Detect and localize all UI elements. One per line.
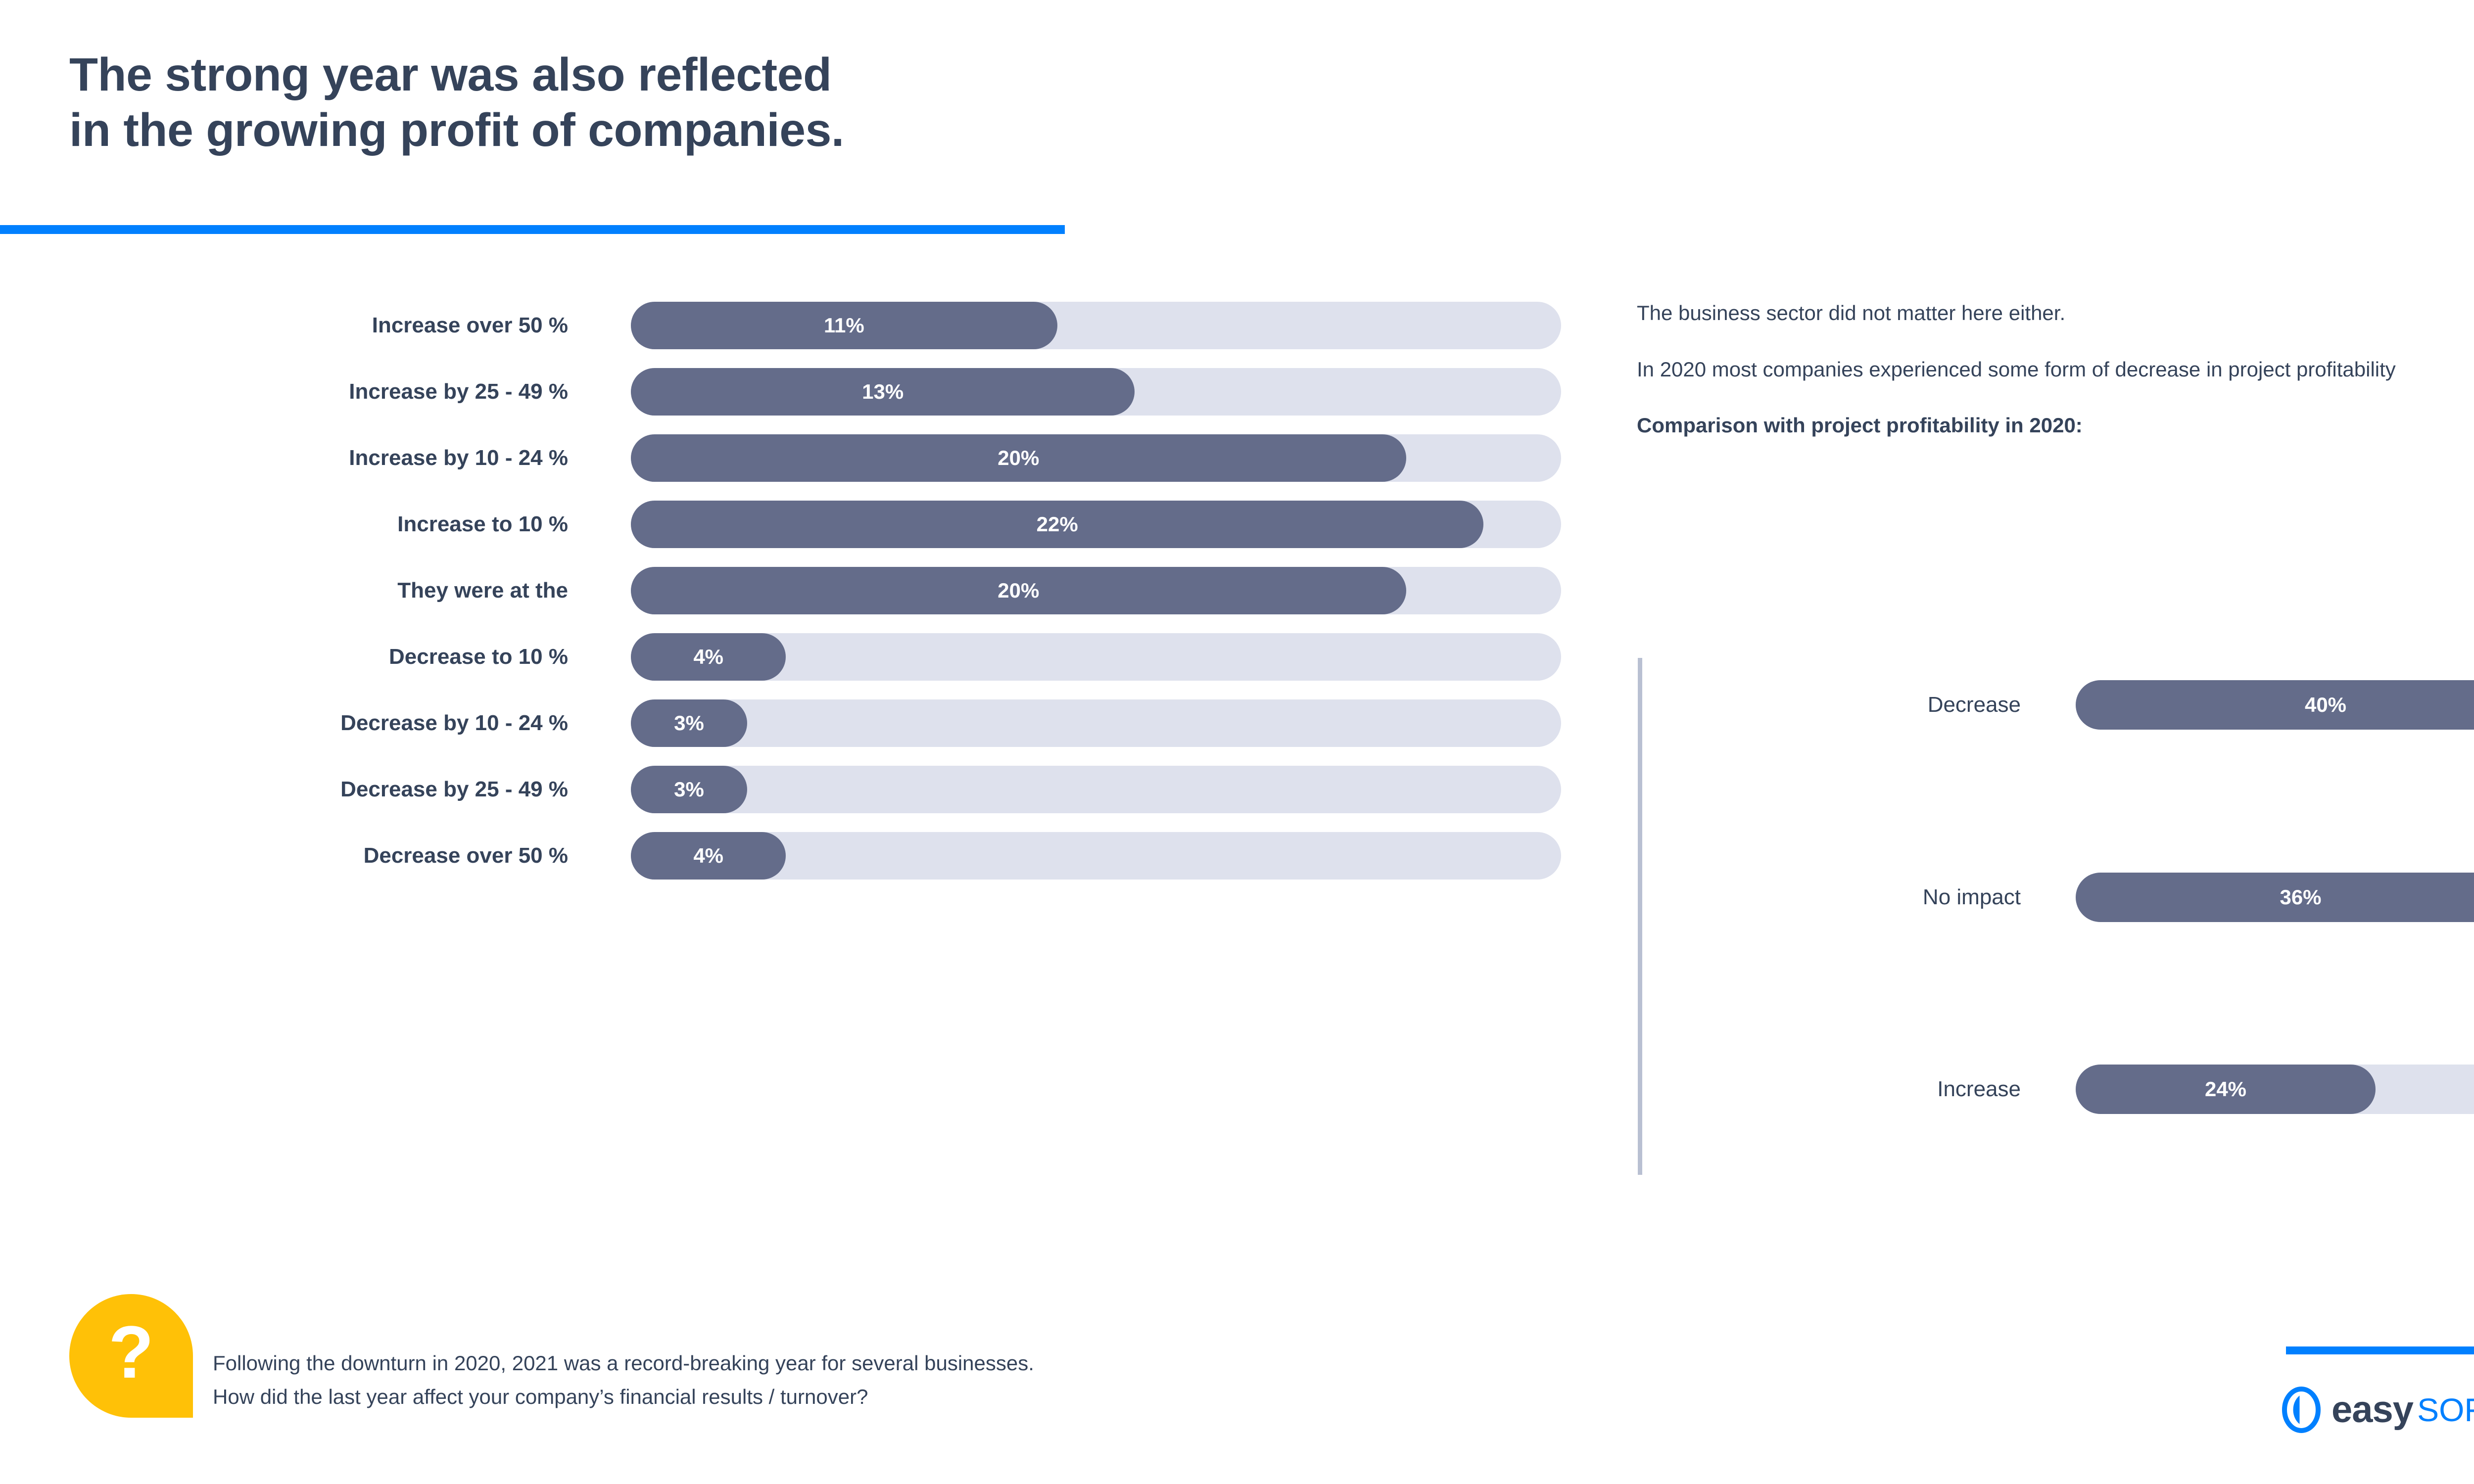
bar-value-label: 20% <box>998 446 1040 469</box>
bar-track: 13% <box>631 368 1561 416</box>
page-title-line-1: The strong year was also reflected <box>69 48 832 101</box>
question-mark-bubble-icon: ? <box>69 1294 193 1418</box>
chart-bar-row: Increase 24% <box>1633 1065 2474 1114</box>
bar-category-label: Decrease over 50 % <box>363 843 568 868</box>
logo-word-software: SOFTWARE <box>2417 1391 2474 1428</box>
chart-bar-row: Decrease to 10 % 4% <box>0 633 1583 681</box>
bar-track: 20% <box>631 434 1561 482</box>
bar-fill: 13% <box>631 368 1135 416</box>
bar-value-label: 3% <box>674 778 704 801</box>
chart-project-profitability-2020: Decrease 40% No impact 36% Increase 24% <box>1633 658 2474 1177</box>
footer-line-2: How did the last year affect your compan… <box>213 1385 868 1409</box>
bar-track: 40% <box>2076 680 2474 730</box>
bar-track: 4% <box>631 832 1561 880</box>
bar-track: 20% <box>631 567 1561 614</box>
bar-value-label: 4% <box>693 645 724 668</box>
bar-fill: 22% <box>631 501 1484 548</box>
bar-category-label: Decrease by 25 - 49 % <box>340 777 568 801</box>
chart-bar-row: Increase to 10 % 22% <box>0 501 1583 548</box>
bar-fill: 3% <box>631 766 747 813</box>
page-title-line-2: in the growing profit of companies. <box>69 104 844 157</box>
bar-category-label: Increase over 50 % <box>372 313 568 337</box>
footer-line-1: Following the downturn in 2020, 2021 was… <box>213 1351 1034 1375</box>
bar-fill: 20% <box>631 434 1406 482</box>
bar-fill: 24% <box>2076 1065 2376 1114</box>
footer-question-text: Following the downturn in 2020, 2021 was… <box>213 1346 1499 1414</box>
bar-fill: 20% <box>631 567 1406 614</box>
chart-bar-row: Increase by 10 - 24 % 20% <box>0 434 1583 482</box>
logo-accent-rule <box>2286 1346 2474 1354</box>
commentary-paragraph-1: The business sector did not matter here … <box>1637 301 2066 325</box>
bar-category-label: Increase to 10 % <box>397 512 568 536</box>
bar-track: 3% <box>631 699 1561 747</box>
logo-word-easy: easy <box>2331 1389 2414 1431</box>
bar-category-label: Decrease by 10 - 24 % <box>340 711 568 735</box>
right-commentary-panel: The business sector did not matter here … <box>1637 297 2474 442</box>
bar-category-label: Increase <box>1937 1077 2021 1102</box>
bar-fill: 36% <box>2076 872 2474 922</box>
title-underline-rule <box>0 225 1065 234</box>
bar-fill: 4% <box>631 832 786 880</box>
chart-bar-row: They were at the 20% <box>0 567 1583 614</box>
question-mark-glyph: ? <box>108 1310 154 1393</box>
bar-category-label: Decrease to 10 % <box>389 645 568 669</box>
chart-bar-row: No impact 36% <box>1633 872 2474 922</box>
bar-value-label: 22% <box>1036 512 1078 536</box>
chart-financial-results: Increase over 50 % 11% Increase by 25 - 49… <box>0 302 1583 898</box>
bar-fill: 3% <box>631 699 747 747</box>
bar-track: 36% <box>2076 872 2474 922</box>
chart-bar-row: Decrease by 10 - 24 % 3% <box>0 699 1583 747</box>
bar-category-label: Decrease <box>1927 693 2021 717</box>
page-title: The strong year was also reflected in th… <box>69 47 1207 158</box>
bar-value-label: 11% <box>823 314 864 337</box>
bar-track: 4% <box>631 633 1561 681</box>
bar-track: 11% <box>631 302 1561 349</box>
bar-track: 3% <box>631 766 1561 813</box>
bar-value-label: 24% <box>2204 1077 2247 1101</box>
bar-track: 24% <box>2076 1065 2474 1114</box>
power-circle-icon <box>2282 1387 2321 1433</box>
chart-bar-row: Decrease over 50 % 4% <box>0 832 1583 880</box>
chart-bar-row: Increase by 25 - 49 % 13% <box>0 368 1583 416</box>
bar-fill: 40% <box>2076 680 2474 730</box>
bar-value-label: 3% <box>674 711 704 735</box>
bar-fill: 4% <box>631 633 786 681</box>
easy-software-logo[interactable]: easy SOFTWARE <box>2282 1380 2474 1439</box>
bar-fill: 11% <box>631 302 1057 349</box>
bar-value-label: 13% <box>862 380 904 403</box>
commentary-paragraph-2: In 2020 most companies experienced some … <box>1637 357 2396 381</box>
bar-category-label: No impact <box>1922 884 2021 909</box>
bar-category-label: They were at the <box>397 578 568 603</box>
bar-value-label: 36% <box>2280 885 2322 909</box>
bar-value-label: 20% <box>998 579 1040 602</box>
chart-bar-row: Increase over 50 % 11% <box>0 302 1583 349</box>
bar-value-label: 40% <box>2304 693 2347 716</box>
chart-vertical-divider <box>1638 658 1642 1175</box>
commentary-paragraph-3: Comparison with project profitability in… <box>1637 414 2083 437</box>
bar-value-label: 4% <box>693 844 724 867</box>
bar-category-label: Increase by 10 - 24 % <box>349 446 568 470</box>
chart-bar-row: Decrease 40% <box>1633 680 2474 730</box>
bar-track: 22% <box>631 501 1561 548</box>
bar-category-label: Increase by 25 - 49 % <box>349 379 568 404</box>
chart-bar-row: Decrease by 25 - 49 % 3% <box>0 766 1583 813</box>
